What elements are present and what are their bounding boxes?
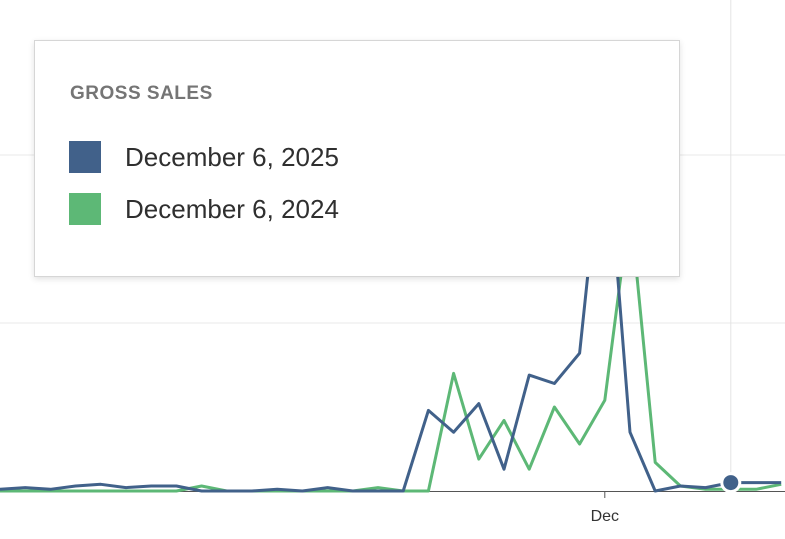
legend-label: December 6, 2025 xyxy=(125,141,339,172)
hover-point xyxy=(720,472,742,494)
tooltip: GROSS SALES December 6, 2025 December 6, … xyxy=(34,40,680,277)
tooltip-entry: December 6, 2024 xyxy=(69,193,339,225)
tooltip-entry: December 6, 2025 xyxy=(69,141,339,173)
series-line xyxy=(0,203,782,493)
legend-swatch xyxy=(69,141,101,173)
x-tick-label: Dec xyxy=(591,508,619,525)
tooltip-title: GROSS SALES xyxy=(70,83,213,104)
legend-label: December 6, 2024 xyxy=(125,193,339,224)
series-line xyxy=(0,111,782,493)
legend-swatch xyxy=(69,193,101,225)
